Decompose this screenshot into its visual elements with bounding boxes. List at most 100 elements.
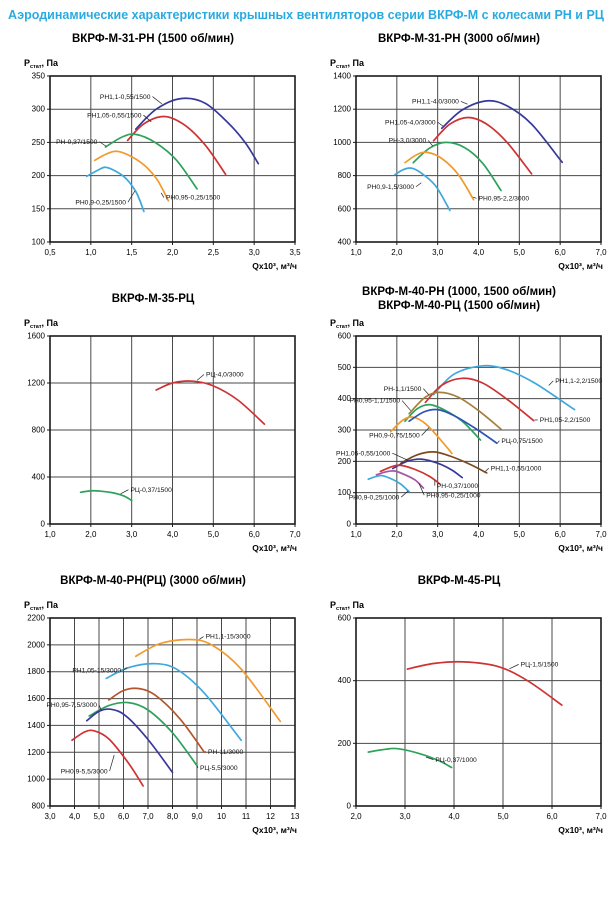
curve-label: РН-11/3000: [208, 749, 243, 756]
x-tick-label: 7,0: [289, 530, 301, 539]
curve-label: РН1,05-4,0/3000: [385, 119, 436, 126]
y-tick-label: 800: [338, 171, 352, 180]
chart-title: ВКРФ-М-35-РЦ: [4, 292, 302, 306]
y-tick-label: 1600: [27, 694, 45, 703]
curve-label-leader: [161, 193, 164, 198]
chart-title-block: ВКРФ-М-31-РН (1500 об/мин): [4, 24, 302, 54]
y-tick-label: 0: [347, 520, 352, 529]
x-axis-label: Qx10³, м³/ч: [558, 261, 603, 271]
curve-label-leader: [110, 755, 115, 771]
chart-title: ВКРФ-М-40-РН (1000, 1500 об/мин): [310, 285, 608, 299]
x-tick-label: 3,5: [289, 248, 301, 257]
y-axis-label: Pстат, Па: [24, 600, 59, 612]
x-tick-label: 7,0: [142, 812, 154, 821]
x-tick-label: 2,0: [85, 530, 97, 539]
chart-title-block: ВКРФ-М-35-РЦ: [4, 284, 302, 314]
x-tick-label: 1,0: [44, 530, 56, 539]
curve-label: РЦ-5,5/3000: [200, 765, 238, 772]
y-tick-label: 600: [338, 204, 352, 213]
curve-label: РН1,1-15/3000: [206, 634, 251, 641]
curve-label: РН0,95-7,5/3000: [46, 702, 97, 709]
curve-label: РЦ-1,5/1500: [521, 662, 559, 669]
curve-label-leader: [423, 389, 428, 395]
curve-label-leader: [402, 401, 411, 411]
curve: [376, 471, 423, 488]
x-tick-label: 8,0: [167, 812, 179, 821]
x-tick-label: 4,0: [473, 248, 485, 257]
x-tick-label: 2,0: [391, 248, 403, 257]
curve-label: РН0,95-2,2/3000: [479, 196, 530, 203]
curve-label-leader: [422, 427, 429, 435]
x-tick-label: 4,0: [473, 530, 485, 539]
y-tick-label: 200: [32, 171, 46, 180]
y-tick-label: 800: [32, 802, 46, 811]
x-tick-label: 11: [242, 812, 251, 821]
curve-label-leader: [509, 664, 518, 668]
x-axis-label: Qx10³, м³/ч: [558, 825, 603, 835]
y-tick-label: 0: [41, 520, 46, 529]
x-tick-label: 10: [217, 812, 226, 821]
y-tick-label: 400: [338, 676, 352, 685]
curve: [72, 730, 143, 786]
page-title: Аэродинамические характеристики крышных …: [0, 8, 612, 22]
y-tick-label: 1800: [27, 667, 45, 676]
x-tick-label: 7,0: [595, 248, 607, 257]
curve-label: РЦ-0,37/1000: [435, 757, 477, 764]
y-tick-label: 300: [32, 105, 46, 114]
curve-label-leader: [461, 101, 468, 104]
y-axis-label: Pстат, Па: [330, 318, 365, 330]
curve-label: РН-1,1/1500: [384, 386, 422, 393]
curve-label: РН0,9-5,5/3000: [61, 768, 108, 775]
x-tick-label: 5,0: [93, 812, 105, 821]
x-tick-label: 2,5: [208, 248, 220, 257]
y-tick-label: 500: [338, 363, 352, 372]
x-tick-label: 3,0: [432, 248, 444, 257]
curve-label: РН1,05-0,55/1500: [87, 112, 142, 119]
curve-label-leader: [416, 183, 421, 187]
x-tick-label: 1,5: [126, 248, 138, 257]
curve-label-leader: [199, 637, 203, 640]
chart-title-line2: ВКРФ-М-40-РЦ (1500 об/мин): [310, 299, 608, 313]
chart-title-block: ВКРФ-М-31-РН (3000 об/мин): [310, 24, 608, 54]
x-tick-label: 2,0: [391, 530, 403, 539]
x-tick-label: 1,0: [350, 248, 362, 257]
y-tick-label: 400: [32, 473, 46, 482]
x-tick-label: 3,0: [249, 248, 261, 257]
curve-label-leader: [498, 441, 500, 443]
curve-label: РН0,95-0,25/1000: [426, 492, 481, 499]
x-tick-label: 12: [266, 812, 275, 821]
curve: [136, 639, 280, 721]
y-axis-label: Pстат, Па: [24, 318, 59, 330]
curve: [434, 366, 575, 410]
y-tick-label: 400: [338, 238, 352, 247]
curve-label: РЦ-0,75/1500: [501, 438, 543, 445]
curve-label-leader: [473, 197, 476, 198]
curve-label-leader: [401, 491, 408, 497]
x-tick-label: 6,0: [249, 530, 261, 539]
y-tick-label: 2200: [27, 614, 45, 623]
x-tick-label: 5,0: [514, 530, 526, 539]
curve-label-leader: [485, 468, 488, 471]
x-tick-label: 7,0: [595, 812, 607, 821]
curve-label: РН1,05-2,2/1500: [540, 417, 591, 424]
curve-label: РН1,05-0,55/1000: [336, 450, 391, 457]
y-tick-label: 200: [338, 457, 352, 466]
chart-title: ВКРФ-М-31-РН (1500 об/мин): [4, 32, 302, 46]
curve-label: РН1,1-0,55/1000: [491, 465, 542, 472]
curve-label: РЦ-0,37/1500: [130, 487, 172, 494]
page: Аэродинамические характеристики крышных …: [0, 8, 612, 908]
x-tick-label: 3,0: [432, 530, 444, 539]
curve: [128, 116, 226, 174]
curve-label-leader: [549, 381, 554, 386]
curve-label: РН1,1-0,55/1500: [100, 94, 151, 101]
x-tick-label: 4,0: [448, 812, 460, 821]
chart-title-block: ВКРФ-М-45-РЦ: [310, 566, 608, 596]
x-tick-label: 4,0: [167, 530, 179, 539]
x-tick-label: 5,0: [497, 812, 509, 821]
curve-label: РН1,1-4,0/3000: [412, 99, 459, 106]
x-tick-label: 13: [291, 812, 300, 821]
